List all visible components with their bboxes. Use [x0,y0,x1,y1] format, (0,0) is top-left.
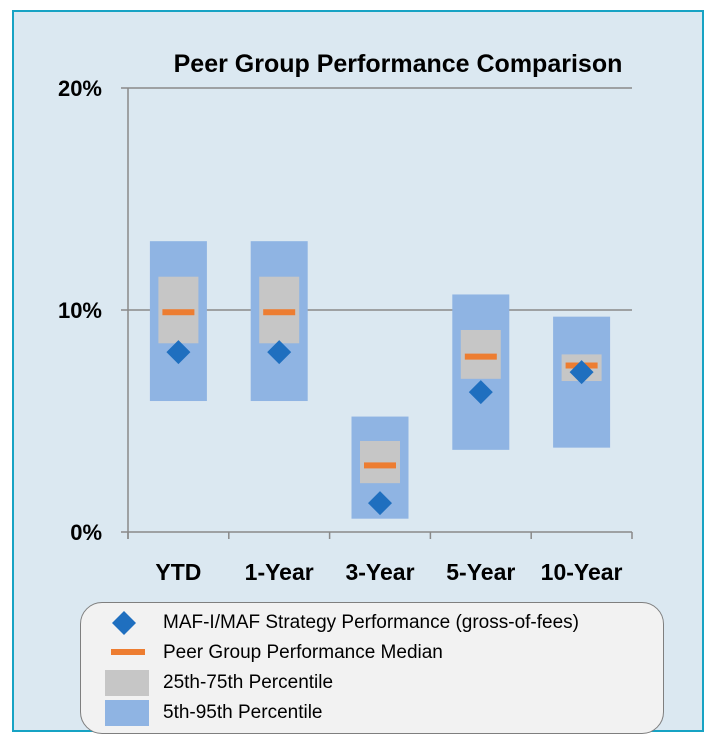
dash-icon [111,649,145,655]
legend-item-strategy: MAF-I/MAF Strategy Performance (gross-of… [81,609,663,637]
legend-item-range: 5th-95th Percentile [81,699,663,727]
iqr-box-2 [360,440,400,484]
xtick-label-4: 10-Year [541,559,623,585]
strategy-marker-3 [468,380,493,405]
chart-title: Peer Group Performance Comparison [174,50,623,78]
chart-frame: Peer Group Performance Comparison 0% 10% 2… [12,10,704,734]
axes-layer [121,87,633,539]
grid-layer [128,87,632,311]
strategy-marker-2 [368,491,392,516]
legend-item-median: Peer Group Performance Median [81,639,663,667]
chart-svg: Peer Group Performance Comparison 0% 10% 2… [58,50,633,585]
xtick-label-2: 3-Year [345,559,414,585]
strategy-marker-1 [267,340,292,365]
legend-label-range: 5th-95th Percentile [163,702,323,723]
ytick-label-20: 20% [58,76,102,101]
bars-layer [149,241,611,519]
xtick-label-3: 5-Year [446,559,515,585]
ytick-label-10: 10% [58,298,102,323]
median-dash-2 [364,462,396,469]
median-dash-3 [464,353,497,360]
legend-label-median: Peer Group Performance Median [163,642,443,663]
strategy-marker-4 [569,360,594,385]
xtick-label-0: YTD [155,559,201,585]
legend-label-strategy: MAF-I/MAF Strategy Performance (gross-of… [163,612,579,633]
labels-layer: 0% 10% 20% YTD 1-Year 3-Year 5-Year 10-Year [58,76,623,585]
blue-box-icon [105,700,149,726]
ytick-label-0: 0% [70,520,102,545]
legend: MAF-I/MAF Strategy Performance (gross-of… [80,602,664,734]
strategy-marker-0 [166,340,191,365]
gray-box-icon [105,670,149,696]
legend-item-iqr: 25th-75th Percentile [81,669,663,697]
xtick-label-1: 1-Year [245,559,314,585]
median-dash-0 [162,309,195,316]
median-dash-1 [263,309,296,316]
legend-label-iqr: 25th-75th Percentile [163,672,334,693]
diamond-icon [112,611,136,635]
